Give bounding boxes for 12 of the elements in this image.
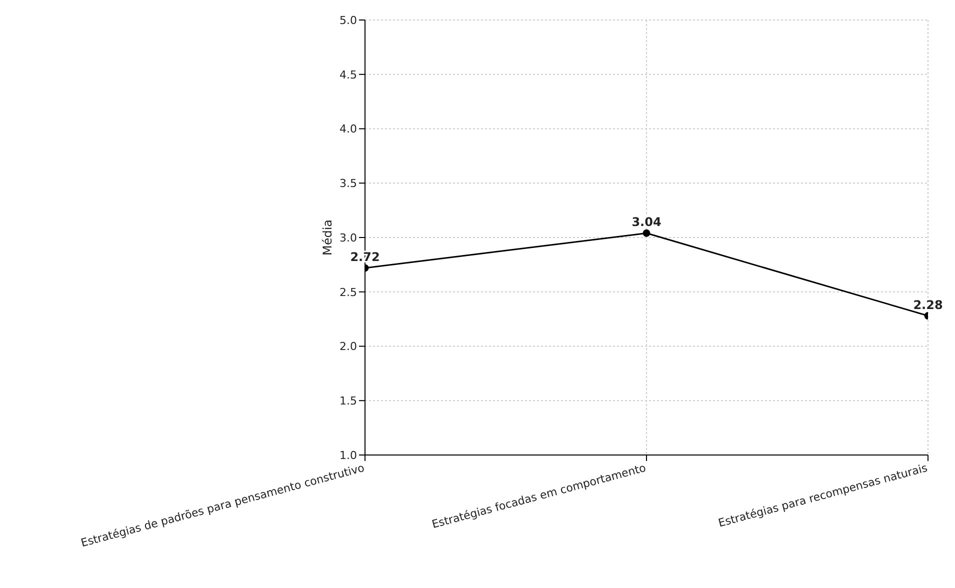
y-tick-label: 5.0 xyxy=(340,14,357,27)
y-tick-label: 3.5 xyxy=(340,177,357,190)
y-tick-label: 1.5 xyxy=(340,394,357,408)
y-tick-label: 4.0 xyxy=(340,122,357,136)
y-tick-label: 2.0 xyxy=(340,340,357,354)
y-tick-label: 3.0 xyxy=(340,231,357,244)
y-axis-title: Média xyxy=(320,219,334,256)
data-label: 2.28 xyxy=(913,298,943,312)
y-tick-label: 2.5 xyxy=(340,286,357,299)
y-tick-label: 4.5 xyxy=(340,68,357,82)
data-label: 3.04 xyxy=(632,215,662,230)
y-tick-label: 1.0 xyxy=(340,448,357,462)
